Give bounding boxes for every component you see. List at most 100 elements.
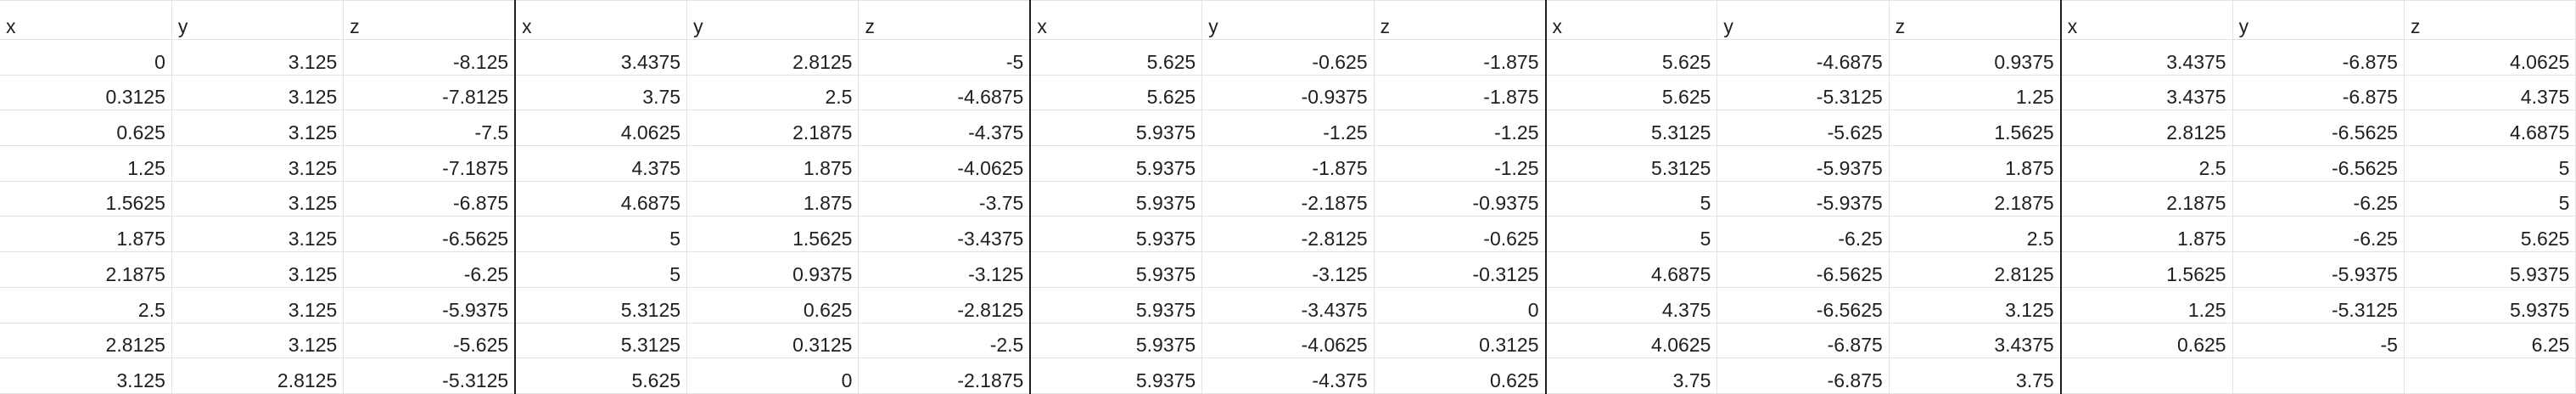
data-cell[interactable]: 5.9375 xyxy=(1030,216,1203,253)
data-cell[interactable]: 3.125 xyxy=(1889,287,2062,324)
data-cell[interactable]: -0.3125 xyxy=(1374,251,1547,288)
data-cell[interactable]: -5 xyxy=(2232,323,2405,359)
data-cell[interactable]: 0.625 xyxy=(1374,357,1547,394)
data-cell[interactable]: -2.8125 xyxy=(1201,216,1375,253)
header-cell[interactable]: y xyxy=(2232,0,2405,40)
data-cell[interactable]: -4.0625 xyxy=(858,145,1032,182)
data-cell[interactable]: -0.625 xyxy=(1201,39,1375,76)
data-cell[interactable]: 2.1875 xyxy=(2060,181,2233,217)
data-cell[interactable]: 5.3125 xyxy=(1545,110,1718,146)
data-cell[interactable]: 1.5625 xyxy=(686,216,860,253)
data-cell[interactable]: 3.4375 xyxy=(2060,39,2233,76)
data-cell[interactable]: 0.9375 xyxy=(1889,39,2062,76)
data-cell[interactable]: 2.1875 xyxy=(686,110,860,146)
data-cell[interactable]: 2.1875 xyxy=(0,251,172,288)
data-cell[interactable]: 2.1875 xyxy=(1889,181,2062,217)
data-cell[interactable]: 3.4375 xyxy=(1889,323,2062,359)
data-cell[interactable]: 3.125 xyxy=(171,145,344,182)
data-cell[interactable]: -4.6875 xyxy=(858,75,1032,111)
data-cell[interactable]: -3.4375 xyxy=(858,216,1032,253)
data-cell[interactable]: -2.8125 xyxy=(858,287,1032,324)
data-cell[interactable]: -6.5625 xyxy=(2232,110,2405,146)
data-cell[interactable]: 5.3125 xyxy=(515,287,688,324)
data-cell[interactable]: -5.625 xyxy=(343,323,517,359)
data-cell[interactable]: -4.375 xyxy=(1201,357,1375,394)
data-cell[interactable]: 0 xyxy=(1374,287,1547,324)
data-cell[interactable]: -4.375 xyxy=(858,110,1032,146)
data-cell[interactable]: -6.25 xyxy=(2232,181,2405,217)
data-cell[interactable]: -5.9375 xyxy=(343,287,517,324)
header-cell[interactable]: x xyxy=(1545,0,1718,40)
data-cell[interactable]: 2.8125 xyxy=(0,323,172,359)
data-cell[interactable]: -4.0625 xyxy=(1201,323,1375,359)
data-cell[interactable]: -6.875 xyxy=(343,181,517,217)
data-cell[interactable]: 5.625 xyxy=(1545,75,1718,111)
data-cell[interactable]: 4.0625 xyxy=(515,110,688,146)
data-cell[interactable]: 3.75 xyxy=(515,75,688,111)
data-cell[interactable]: -2.1875 xyxy=(1201,181,1375,217)
data-cell[interactable]: 5.9375 xyxy=(1030,145,1203,182)
data-cell[interactable]: -3.125 xyxy=(858,251,1032,288)
data-cell[interactable]: -3.125 xyxy=(1201,251,1375,288)
data-cell[interactable]: 3.125 xyxy=(171,323,344,359)
data-cell[interactable]: -6.875 xyxy=(2232,39,2405,76)
data-cell[interactable]: 5 xyxy=(1545,181,1718,217)
data-cell[interactable]: -8.125 xyxy=(343,39,517,76)
header-cell[interactable]: z xyxy=(1374,0,1547,40)
data-cell[interactable]: 1.25 xyxy=(1889,75,2062,111)
data-cell[interactable]: 3.4375 xyxy=(515,39,688,76)
data-cell[interactable]: 2.5 xyxy=(2060,145,2233,182)
data-cell[interactable] xyxy=(2232,357,2405,394)
data-cell[interactable]: 3.125 xyxy=(171,251,344,288)
data-cell[interactable]: -6.875 xyxy=(1716,323,1890,359)
data-cell[interactable]: 5.625 xyxy=(1030,39,1203,76)
data-cell[interactable]: 5.625 xyxy=(1545,39,1718,76)
data-cell[interactable]: -5.3125 xyxy=(2232,287,2405,324)
data-cell[interactable]: 3.125 xyxy=(171,216,344,253)
data-cell[interactable]: -6.5625 xyxy=(1716,251,1890,288)
data-cell[interactable]: 4.375 xyxy=(1545,287,1718,324)
data-cell[interactable]: -6.25 xyxy=(2232,216,2405,253)
data-cell[interactable]: 3.125 xyxy=(171,110,344,146)
data-cell[interactable]: -1.875 xyxy=(1374,75,1547,111)
data-cell[interactable]: -0.9375 xyxy=(1374,181,1547,217)
data-cell[interactable]: 4.0625 xyxy=(1545,323,1718,359)
data-cell[interactable]: 4.6875 xyxy=(515,181,688,217)
data-cell[interactable]: -5 xyxy=(858,39,1032,76)
data-cell[interactable]: -2.1875 xyxy=(858,357,1032,394)
data-cell[interactable]: 2.8125 xyxy=(1889,251,2062,288)
data-cell[interactable]: -5.625 xyxy=(1716,110,1890,146)
data-cell[interactable]: 1.875 xyxy=(1889,145,2062,182)
data-cell[interactable]: 1.875 xyxy=(2060,216,2233,253)
data-cell[interactable]: 5 xyxy=(2404,181,2576,217)
data-cell[interactable]: 5.9375 xyxy=(2404,287,2576,324)
data-cell[interactable]: 1.5625 xyxy=(1889,110,2062,146)
data-cell[interactable]: 1.5625 xyxy=(0,181,172,217)
data-cell[interactable]: 2.5 xyxy=(1889,216,2062,253)
data-cell[interactable]: 3.75 xyxy=(1545,357,1718,394)
data-cell[interactable]: 5 xyxy=(515,216,688,253)
data-cell[interactable]: -1.875 xyxy=(1374,39,1547,76)
data-cell[interactable]: 5.9375 xyxy=(1030,323,1203,359)
header-cell[interactable]: z xyxy=(343,0,517,40)
header-cell[interactable]: x xyxy=(0,0,172,40)
header-cell[interactable]: z xyxy=(858,0,1032,40)
data-cell[interactable]: 2.8125 xyxy=(2060,110,2233,146)
data-cell[interactable]: 3.75 xyxy=(1889,357,2062,394)
data-cell[interactable]: 5.9375 xyxy=(1030,110,1203,146)
header-cell[interactable]: z xyxy=(2404,0,2576,40)
data-cell[interactable] xyxy=(2060,357,2233,394)
data-cell[interactable]: 3.125 xyxy=(171,181,344,217)
data-cell[interactable]: 0.625 xyxy=(686,287,860,324)
data-cell[interactable]: 1.875 xyxy=(0,216,172,253)
data-cell[interactable]: 5.3125 xyxy=(515,323,688,359)
data-cell[interactable]: 2.8125 xyxy=(171,357,344,394)
data-cell[interactable]: 0.3125 xyxy=(686,323,860,359)
data-cell[interactable]: 1.25 xyxy=(0,145,172,182)
data-cell[interactable]: 3.4375 xyxy=(2060,75,2233,111)
data-cell[interactable]: -6.5625 xyxy=(343,216,517,253)
data-cell[interactable]: -6.5625 xyxy=(1716,287,1890,324)
data-cell[interactable]: 0.3125 xyxy=(1374,323,1547,359)
header-cell[interactable]: y xyxy=(171,0,344,40)
data-cell[interactable]: 2.8125 xyxy=(686,39,860,76)
